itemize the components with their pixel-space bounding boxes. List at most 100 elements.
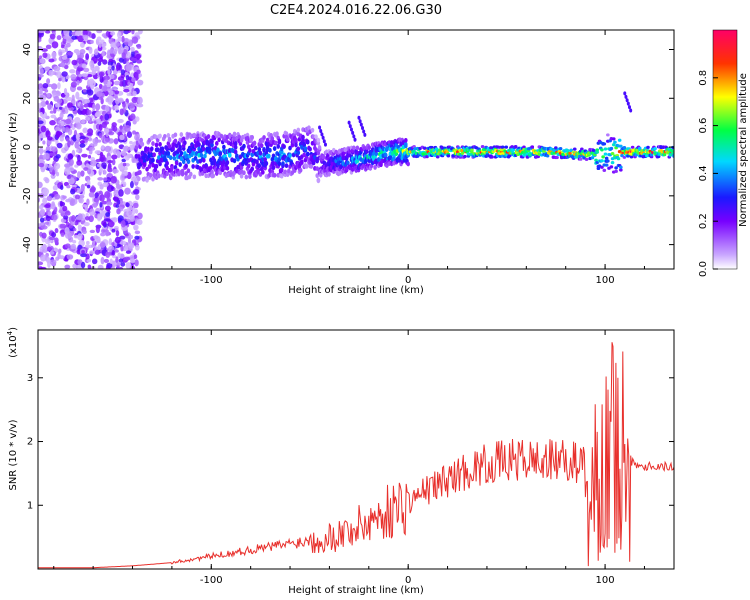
spectrogram-cell <box>66 184 71 189</box>
spectrogram-cell <box>48 236 56 241</box>
spectrogram-cell <box>111 249 116 256</box>
spectrogram-cell <box>38 30 46 33</box>
spectrogram-cell <box>46 246 52 252</box>
spectrogram-cell <box>209 165 213 171</box>
spectrogram-cell <box>103 84 108 92</box>
spectrogram-cell <box>134 230 141 235</box>
spectrogram-cell <box>122 181 127 187</box>
snr-plot-area <box>38 330 674 569</box>
spectrogram-cell <box>129 181 134 189</box>
spectrogram-cell <box>600 159 604 163</box>
spectrogram-cell <box>600 165 604 169</box>
spectrogram-cell <box>95 226 100 234</box>
spectrogram-cell <box>320 132 324 137</box>
spectrogram-cell <box>179 132 184 137</box>
spectrogram-cell <box>38 135 41 143</box>
spectrogram-cell <box>38 147 44 155</box>
spectrogram-cell <box>108 58 114 63</box>
spectrogram-cell <box>71 214 76 222</box>
spectrogram-cell <box>55 256 60 261</box>
spectrogram-cell <box>129 242 135 248</box>
spectrogram-cell <box>404 143 408 149</box>
spectrogram-cell <box>94 249 101 255</box>
spectrogram-cell <box>98 41 102 48</box>
spectrogram-cell <box>137 96 143 105</box>
spectrogram-cell <box>56 142 63 149</box>
spectrogram-cell <box>142 162 147 168</box>
spectrogram-cell <box>321 135 325 140</box>
spectrogram-cell <box>634 153 638 157</box>
spectrogram-cell <box>135 136 140 142</box>
spectrogram-cell <box>242 143 246 149</box>
spectrogram-cell <box>129 144 133 152</box>
colorbar-label: Normalized spectral amplitude <box>738 73 749 227</box>
spectrogram-cell <box>74 164 79 168</box>
spectrogram-cell <box>90 115 94 119</box>
spectrogram-cell <box>100 145 105 150</box>
spectrogram-cell <box>614 166 618 170</box>
spectrogram-cell <box>103 258 110 264</box>
spectrogram-cell <box>132 90 137 97</box>
spectrogram-cell <box>77 265 82 269</box>
spectrogram-cell <box>84 206 89 212</box>
spectrogram-cell <box>96 30 103 34</box>
spectrogram-cell <box>125 250 132 254</box>
spectrogram-cell <box>154 142 159 148</box>
spectrogram-cell <box>270 136 275 141</box>
spectrogram-cell <box>219 133 224 139</box>
spectrogram-cell <box>192 132 197 138</box>
spectrogram-cell <box>97 177 104 181</box>
spectrogram-cell <box>58 248 62 254</box>
spectrogram-cell <box>244 174 249 180</box>
colorbar-tick-label: 0.2 <box>698 213 709 229</box>
spectrogram-cell <box>106 262 113 269</box>
spectrogram-cell <box>67 140 71 148</box>
spectrogram-cell <box>51 214 58 221</box>
spectrogram-cell <box>51 41 59 49</box>
spectrogram-cell <box>38 38 42 43</box>
spectrogram-cell <box>112 148 119 155</box>
spectrogram-cell <box>85 240 90 245</box>
spectrogram-cell <box>272 146 277 151</box>
colorbar: 0.0 0.2 0.4 0.6 0.8 Normalized spectral ampl… <box>698 29 749 277</box>
spectrogram-cell <box>214 141 219 146</box>
spectrogram-cell <box>101 50 105 57</box>
spectrogram-cell <box>115 184 122 189</box>
spectrogram-cell <box>91 244 96 248</box>
x-tick-label: 100 <box>596 575 615 586</box>
spectrogram-cell <box>95 103 101 111</box>
spectrogram-cell <box>64 243 71 249</box>
spectrogram-cell <box>75 51 81 56</box>
colorbar-tick-label: 0.0 <box>698 261 709 277</box>
spectrogram-cell <box>165 171 169 177</box>
spectrogram-cell <box>351 130 355 135</box>
spectrogram-cell <box>130 46 135 52</box>
spectrogram-cell <box>114 249 119 253</box>
spectrogram-cell <box>38 120 44 125</box>
spectrogram-cell <box>102 182 109 188</box>
spectrogram-cell <box>46 94 51 98</box>
spectrogram-cell <box>172 155 177 161</box>
spectrogram-cell <box>125 202 130 208</box>
y-tick-label: 1 <box>27 500 33 511</box>
spectrogram-cell <box>40 100 47 107</box>
spectrogram-cell <box>91 258 98 265</box>
spectrogram-cell <box>584 157 589 162</box>
spectrogram-cell <box>84 98 91 104</box>
spectrogram-cell <box>179 156 184 162</box>
spectrogram-cell <box>596 166 601 171</box>
spectrogram-cell <box>77 213 83 221</box>
spectrogram-cell <box>103 128 110 134</box>
spectrogram-cell <box>136 69 141 74</box>
spectrogram-cell <box>82 89 87 93</box>
spectrogram-cell <box>256 169 260 175</box>
spectrogram-cell <box>271 165 276 171</box>
spectrogram-cell <box>70 243 77 250</box>
spectrogram-cell <box>130 221 136 226</box>
spectrogram-cell <box>321 154 325 160</box>
spectrogram-cell <box>60 232 65 237</box>
spectrogram-cell <box>79 103 84 111</box>
spectrogram-cell <box>51 146 58 152</box>
spectrogram-cell <box>124 244 129 252</box>
spectrogram-cell <box>619 165 623 169</box>
